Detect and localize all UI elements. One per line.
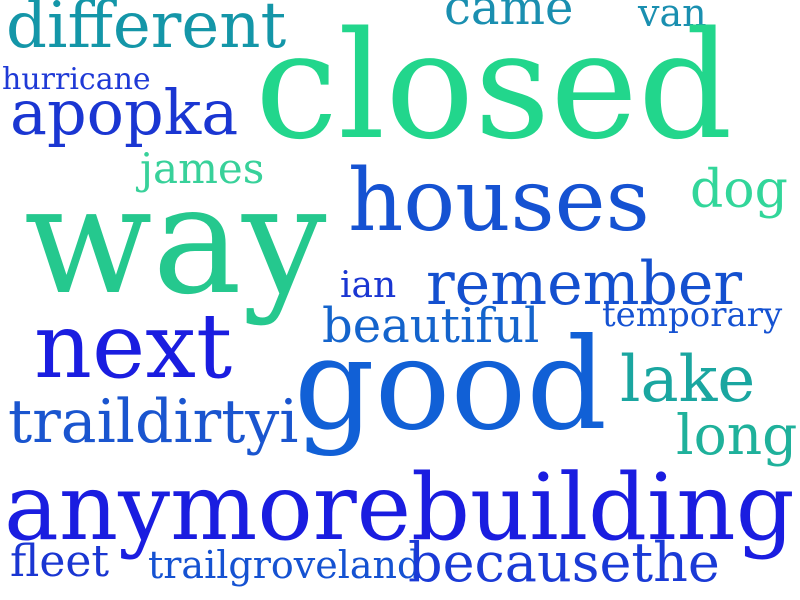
word-ian: ian	[340, 265, 397, 306]
word-closed: closed	[255, 0, 733, 172]
word-remember: remember	[426, 249, 743, 319]
word-good: good	[294, 311, 608, 458]
word-lake: lake	[620, 343, 756, 417]
word-temporary: temporary	[602, 295, 783, 335]
word-beautiful: beautiful	[322, 298, 540, 354]
word-different: different	[6, 0, 287, 63]
word-long: long	[676, 403, 798, 467]
word-becausethe: becausethe	[408, 531, 720, 594]
word-came: came	[444, 0, 574, 36]
word-way: way	[24, 154, 327, 328]
word-apopka: apopka	[10, 76, 239, 149]
word-fleet: fleet	[10, 536, 110, 587]
word-anymorebuilding: anymorebuilding	[4, 454, 795, 561]
word-houses: houses	[348, 151, 650, 251]
word-van: van	[638, 0, 707, 35]
word-trailgroveland: trailgroveland	[148, 543, 422, 587]
word-james: james	[140, 144, 265, 193]
word-dog: dog	[690, 160, 788, 220]
word-traildirtyi: traildirtyi	[8, 387, 299, 457]
word-next: next	[34, 294, 233, 399]
word-hurricane: hurricane	[2, 62, 151, 97]
